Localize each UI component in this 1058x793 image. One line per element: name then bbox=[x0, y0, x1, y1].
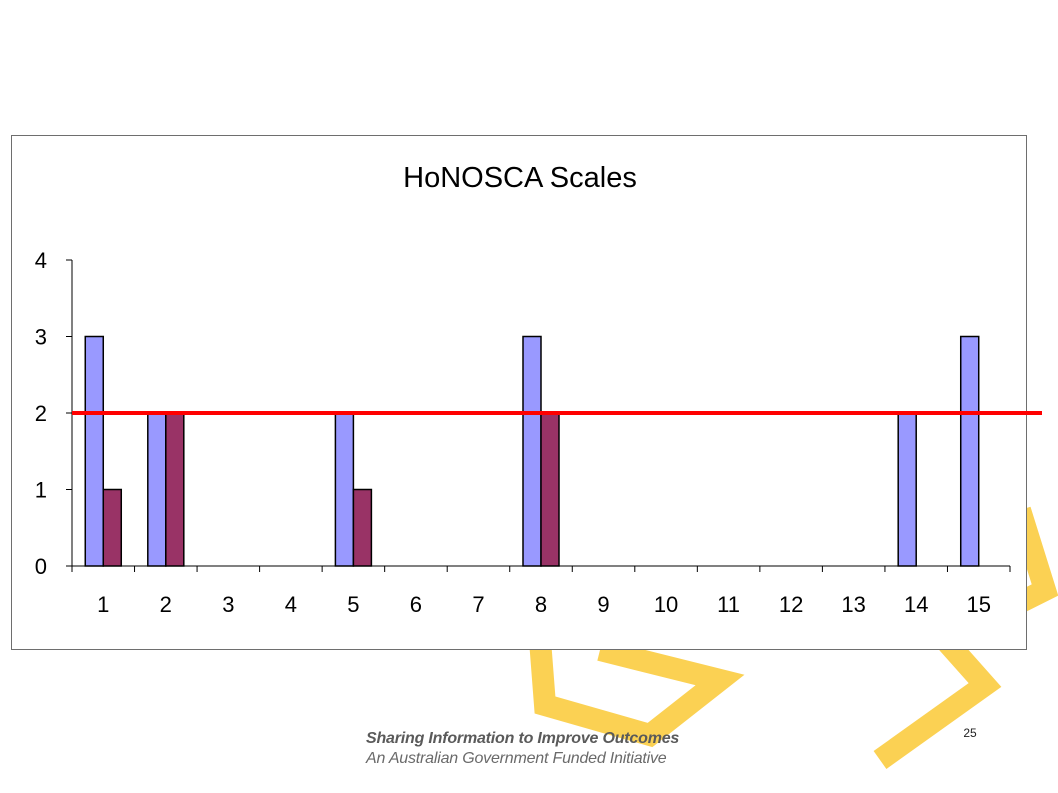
x-tick-label: 14 bbox=[904, 592, 928, 617]
bar-series1-cat1 bbox=[84, 335, 105, 567]
footer-tagline: Sharing Information to Improve Outcomes bbox=[366, 730, 680, 747]
footer-subtitle: An Australian Government Funded Initiati… bbox=[366, 750, 667, 767]
x-tick-label: 4 bbox=[285, 592, 297, 617]
chart-bars bbox=[84, 335, 980, 567]
x-tick-label: 5 bbox=[347, 592, 359, 617]
x-tick-label: 9 bbox=[597, 592, 609, 617]
bar-series2-cat1 bbox=[102, 488, 123, 567]
y-tick-label: 0 bbox=[35, 554, 47, 579]
x-tick-label: 10 bbox=[654, 592, 678, 617]
chart-frame bbox=[11, 135, 1027, 650]
bar-series2-cat8 bbox=[540, 412, 560, 567]
page-number: 25 bbox=[963, 726, 977, 740]
bar-series1-cat15 bbox=[959, 335, 980, 567]
bar-series2-cat2 bbox=[165, 412, 185, 567]
x-tick-label: 13 bbox=[841, 592, 865, 617]
y-tick-label: 4 bbox=[35, 248, 47, 273]
x-tick-label: 11 bbox=[717, 592, 740, 617]
bar-series1-cat8 bbox=[522, 335, 542, 567]
bar-series1-cat14 bbox=[897, 412, 917, 567]
y-tick-label: 2 bbox=[35, 401, 47, 426]
bar-series1-cat5 bbox=[334, 412, 355, 567]
x-tick-label: 1 bbox=[97, 592, 109, 617]
y-tick-label: 3 bbox=[35, 325, 47, 350]
x-tick-label: 2 bbox=[160, 592, 172, 617]
chart-title: HoNOSCA Scales bbox=[403, 162, 637, 194]
y-tick-label: 1 bbox=[35, 478, 47, 503]
bar-series1-cat2 bbox=[147, 412, 167, 567]
bar-series2-cat5 bbox=[352, 488, 373, 567]
x-tick-label: 8 bbox=[535, 592, 547, 617]
x-tick-label: 6 bbox=[410, 592, 422, 617]
x-tick-label: 15 bbox=[966, 592, 990, 617]
x-tick-label: 3 bbox=[222, 592, 234, 617]
x-tick-label: 12 bbox=[779, 592, 803, 617]
footer: Sharing Information to Improve Outcomes … bbox=[366, 730, 679, 768]
x-tick-label: 7 bbox=[472, 592, 484, 617]
